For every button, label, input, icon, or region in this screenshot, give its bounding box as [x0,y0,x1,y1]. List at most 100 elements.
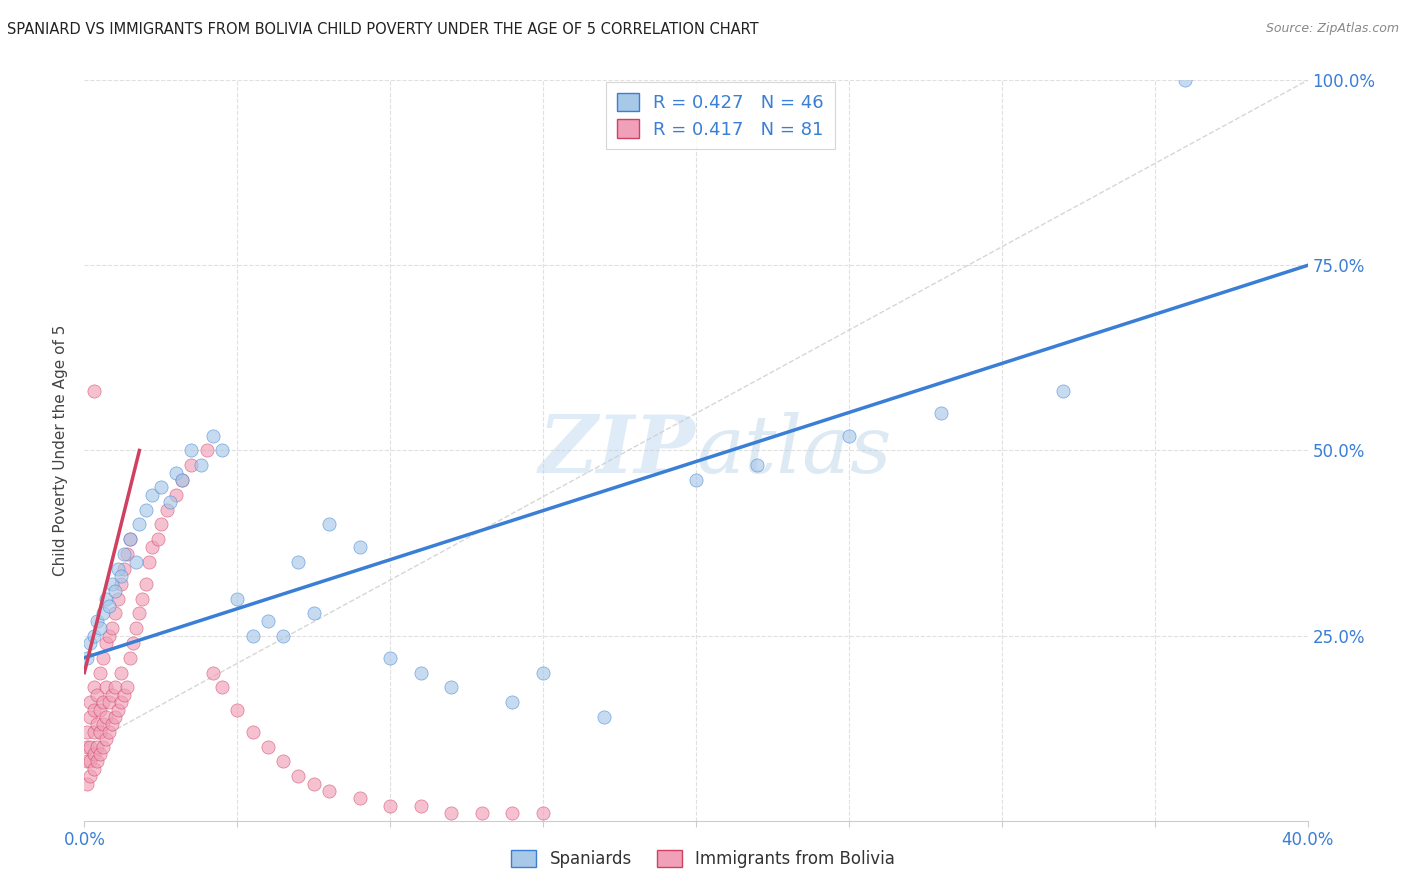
Point [101,688,124,702]
Point [349,791,371,805]
Point [138,555,160,569]
Point [83,384,105,399]
Point [242,628,264,642]
Point [76,739,98,754]
Point [211,681,233,695]
Point [146,533,169,547]
Point [97,628,120,642]
Point [271,755,294,769]
Point [380,798,402,813]
Point [1174,73,1197,87]
Point [83,681,105,695]
Point [287,555,309,569]
Point [141,488,163,502]
Point [149,517,172,532]
Point [91,695,114,709]
Point [257,739,280,754]
Point [97,724,120,739]
Point [131,591,153,606]
Point [471,806,494,821]
Point [287,769,309,783]
Point [89,621,111,635]
Point [349,540,371,554]
Point [79,755,101,769]
Point [242,724,264,739]
Point [685,473,707,487]
Point [172,473,194,487]
Point [104,607,127,621]
Point [409,665,432,680]
Legend: Spaniards, Immigrants from Bolivia: Spaniards, Immigrants from Bolivia [505,843,901,875]
Point [302,607,325,621]
Point [94,636,117,650]
Point [257,614,280,628]
Point [110,569,132,583]
Point [593,710,616,724]
Point [79,710,101,724]
Point [226,703,249,717]
Point [107,562,129,576]
Point [141,540,163,554]
Point [149,480,172,494]
Point [89,747,111,761]
Point [115,547,138,561]
Point [101,621,124,635]
Point [76,724,98,739]
Point [89,703,111,717]
Text: Source: ZipAtlas.com: Source: ZipAtlas.com [1265,22,1399,36]
Point [112,547,135,561]
Point [86,755,108,769]
Point [110,576,132,591]
Point [120,650,142,665]
Point [159,495,181,509]
Point [83,747,105,761]
Legend: R = 0.427   N = 46, R = 0.417   N = 81: R = 0.427 N = 46, R = 0.417 N = 81 [606,82,835,150]
Point [91,717,114,731]
Point [122,636,145,650]
Point [89,665,111,680]
Point [128,517,150,532]
Point [409,798,432,813]
Point [76,776,98,791]
Point [86,739,108,754]
Point [165,488,187,502]
Point [440,806,463,821]
Point [83,628,105,642]
Point [94,681,117,695]
Point [838,428,860,442]
Text: ZIP: ZIP [538,412,696,489]
Point [302,776,325,791]
Point [89,724,111,739]
Point [104,584,127,599]
Point [94,591,117,606]
Point [115,681,138,695]
Y-axis label: Child Poverty Under the Age of 5: Child Poverty Under the Age of 5 [53,325,69,576]
Point [531,806,554,821]
Point [101,717,124,731]
Point [125,555,148,569]
Point [172,473,194,487]
Point [110,665,132,680]
Point [83,703,105,717]
Point [128,607,150,621]
Point [79,695,101,709]
Point [120,533,142,547]
Point [110,695,132,709]
Point [440,681,463,695]
Point [104,710,127,724]
Point [76,650,98,665]
Point [91,607,114,621]
Point [112,688,135,702]
Point [135,576,157,591]
Point [120,533,142,547]
Point [190,458,212,473]
Point [79,769,101,783]
Point [165,466,187,480]
Point [211,443,233,458]
Point [226,591,249,606]
Point [76,755,98,769]
Point [747,458,769,473]
Point [135,502,157,516]
Point [107,591,129,606]
Point [79,636,101,650]
